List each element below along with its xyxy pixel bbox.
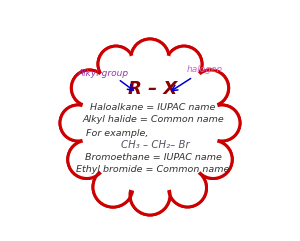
Text: Haloalkane = IUPAC name: Haloalkane = IUPAC name: [90, 102, 216, 112]
Circle shape: [93, 167, 133, 207]
Circle shape: [130, 175, 170, 215]
Text: Bromoethane = IUPAC name: Bromoethane = IUPAC name: [85, 153, 221, 161]
Circle shape: [169, 169, 206, 207]
Circle shape: [68, 141, 106, 179]
Circle shape: [68, 141, 106, 179]
Circle shape: [204, 105, 240, 141]
Circle shape: [131, 39, 169, 77]
Circle shape: [131, 39, 169, 77]
Circle shape: [93, 167, 133, 207]
Text: halogen: halogen: [187, 65, 223, 74]
Circle shape: [71, 70, 107, 106]
Circle shape: [166, 46, 202, 82]
Circle shape: [98, 46, 134, 82]
Text: CH₃ – CH₂– Br: CH₃ – CH₂– Br: [121, 140, 189, 150]
Circle shape: [60, 105, 96, 141]
Circle shape: [71, 70, 107, 106]
Ellipse shape: [81, 54, 219, 192]
Circle shape: [194, 141, 232, 179]
Circle shape: [193, 70, 229, 106]
Circle shape: [194, 141, 232, 179]
Circle shape: [166, 46, 202, 82]
Text: Alkyl halide = Common name: Alkyl halide = Common name: [82, 114, 224, 123]
Circle shape: [130, 175, 170, 215]
Text: R – X: R – X: [128, 80, 178, 98]
Circle shape: [98, 46, 134, 82]
Circle shape: [60, 105, 96, 141]
Text: Alkyl group: Alkyl group: [77, 68, 129, 78]
Circle shape: [169, 169, 206, 207]
Ellipse shape: [76, 49, 224, 197]
Text: Ethyl bromide = Common name: Ethyl bromide = Common name: [76, 165, 230, 174]
Text: For example,: For example,: [86, 128, 148, 138]
Circle shape: [204, 105, 240, 141]
Circle shape: [193, 70, 229, 106]
